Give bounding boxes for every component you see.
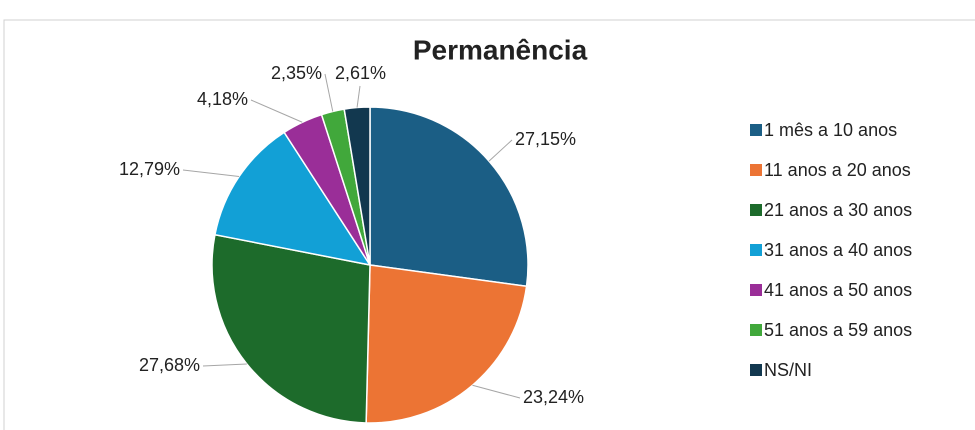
legend-label: NS/NI (764, 360, 812, 380)
pie-slice (214, 131, 372, 267)
chart-frame (3, 19, 975, 430)
data-label: 27,68% (139, 355, 200, 375)
pie-slice (365, 264, 528, 424)
data-label: 12,79% (119, 159, 180, 179)
leader-line (324, 73, 334, 112)
data-label: 27,15% (515, 129, 576, 149)
legend-label: 11 anos a 20 anos (764, 160, 911, 180)
legend-swatch (750, 324, 762, 336)
leader-line (182, 169, 240, 177)
leader-line (488, 139, 513, 162)
legend-swatch (750, 284, 762, 296)
pie-slice (343, 106, 371, 266)
chart-title: Permanência (413, 34, 588, 65)
leader-line (356, 85, 361, 108)
data-label: 2,35% (271, 63, 322, 83)
legend-swatch (750, 204, 762, 216)
pie-slice (369, 106, 529, 288)
legend-label: 21 anos a 30 anos (764, 200, 912, 220)
leader-line (202, 363, 247, 367)
legend-swatch (750, 364, 762, 376)
data-label: 4,18% (197, 89, 248, 109)
leader-line (250, 99, 303, 123)
legend-label: 31 anos a 40 anos (764, 240, 912, 260)
legend-label: 41 anos a 50 anos (764, 280, 912, 300)
legend-swatch (750, 124, 762, 136)
data-label: 23,24% (523, 387, 584, 407)
leader-line (472, 384, 521, 399)
pie-slice (211, 233, 371, 424)
data-label: 2,61% (335, 63, 386, 83)
legend-swatch (750, 164, 762, 176)
legend-label: 1 mês a 10 anos (764, 120, 897, 140)
legend-label: 51 anos a 59 anos (764, 320, 912, 340)
legend-swatch (750, 244, 762, 256)
